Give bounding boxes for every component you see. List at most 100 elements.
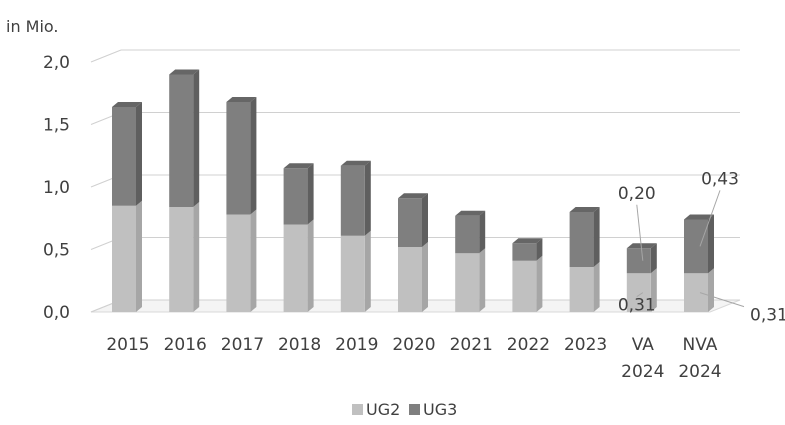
x-tick-label: 2021 [450, 335, 493, 355]
bar-front-face [455, 253, 480, 312]
bar-front-face [684, 219, 708, 274]
bar-front-face [398, 247, 422, 312]
bar-ug3 [398, 193, 428, 247]
x-tick-label: 2018 [278, 335, 321, 355]
bar-top-face [169, 69, 200, 75]
y-tick-label: 2,0 [43, 53, 70, 73]
bar-ug3 [455, 210, 486, 254]
bar-ug3 [340, 160, 371, 236]
bar-front-face [112, 205, 136, 312]
bar-top-face [455, 210, 486, 216]
bar-front-face [169, 74, 194, 207]
leader-line [699, 190, 721, 247]
bar-front-face [455, 215, 480, 254]
bar-top-face [569, 207, 600, 212]
leader-line [636, 204, 644, 261]
bar-ug2 [569, 262, 600, 312]
bar-front-face [398, 198, 422, 247]
y-axis: 0,0 0,5 1,0 1,5 2,0 [43, 53, 70, 323]
bar-front-face [340, 235, 365, 312]
bar-ug3 [169, 69, 200, 207]
bar-top-face [398, 193, 428, 199]
bar-side-face [250, 209, 257, 312]
bar-side-face [708, 214, 714, 274]
bar-side-face [136, 200, 142, 312]
bar-side-face [479, 210, 486, 254]
x-axis: 2015 2016 2017 2018 2019 2020 2021 2022 2023 VA 20… [106, 335, 721, 382]
bar-front-face [283, 224, 308, 312]
bar-ug3 [684, 214, 714, 274]
bar-side-face [536, 255, 543, 312]
bar-side-face [593, 262, 600, 312]
data-labels: 0,20 0,31 0,43 0,31 [618, 169, 785, 325]
bar-front-face [626, 248, 651, 274]
bar-ug3 [626, 243, 657, 274]
bar-ug2 [512, 255, 543, 312]
bar-ug3 [112, 102, 142, 206]
bar-ug2 [340, 230, 371, 312]
bar-ug2 [169, 202, 200, 312]
bar-front-face [169, 207, 194, 312]
bar-ug3 [283, 163, 314, 225]
bar-top-face [226, 97, 257, 102]
bar-side-face [650, 243, 657, 274]
bar-ug3 [512, 238, 543, 261]
data-label: 0,31 [618, 296, 656, 316]
bar-side-face [250, 97, 257, 215]
gridline-depth [90, 49, 122, 63]
bar-front-face [512, 243, 537, 261]
x-tick-label: 2016 [164, 335, 207, 355]
legend-swatch-ug3 [409, 404, 420, 415]
x-tick-label: 2015 [106, 335, 149, 355]
bar-front-face [112, 107, 136, 206]
x-tick-label: 2020 [392, 335, 435, 355]
bar-front-face [512, 260, 537, 312]
bar-ug2 [398, 242, 428, 312]
x-tick-label: 2019 [335, 335, 378, 355]
bar-top-face [512, 238, 543, 244]
bar-top-face [340, 160, 371, 166]
bar-side-face [364, 160, 371, 236]
bar-front-face [569, 267, 594, 312]
bar-front-face [226, 102, 251, 215]
bar-top-face [283, 163, 314, 169]
bar-side-face [422, 193, 428, 247]
bar-side-face [479, 248, 486, 312]
bar-ug2 [455, 248, 486, 312]
bar-side-face [708, 268, 714, 312]
bar-ug2 [626, 268, 657, 312]
bar-side-face [422, 242, 428, 312]
x-tick-label: NVA [683, 335, 718, 355]
legend-label-ug3: UG3 [423, 400, 457, 419]
bar-top-face [112, 102, 142, 107]
bar-ug2 [684, 268, 714, 312]
bar-side-face [193, 69, 200, 207]
bar-front-face [283, 168, 308, 225]
data-label: 0,43 [701, 169, 739, 189]
x-tick-label: 2024 [678, 362, 721, 382]
x-tick-label: VA [632, 335, 655, 355]
x-tick-label: 2017 [221, 335, 264, 355]
bar-side-face [307, 163, 314, 225]
bar-front-face [684, 273, 708, 312]
bar-side-face [193, 202, 200, 312]
y-tick-label: 0,5 [43, 241, 70, 261]
bar-front-face [569, 212, 594, 267]
bar-ug2 [226, 209, 257, 312]
x-tick-label: 2024 [621, 362, 664, 382]
bar-front-face [226, 214, 251, 312]
x-tick-label: 2022 [507, 335, 550, 355]
legend-label-ug2: UG2 [366, 400, 400, 419]
gridlines [90, 49, 740, 313]
y-tick-label: 0,0 [43, 303, 70, 323]
legend: UG2 UG3 [352, 400, 457, 419]
bar-top-face [626, 243, 657, 249]
bar-front-face [626, 273, 651, 312]
bar-ug3 [569, 207, 600, 267]
legend-swatch-ug2 [352, 404, 363, 415]
bar-ug2 [112, 200, 142, 312]
bar-side-face [364, 230, 371, 312]
y-tick-label: 1,5 [43, 116, 70, 136]
bar-front-face [340, 165, 365, 236]
